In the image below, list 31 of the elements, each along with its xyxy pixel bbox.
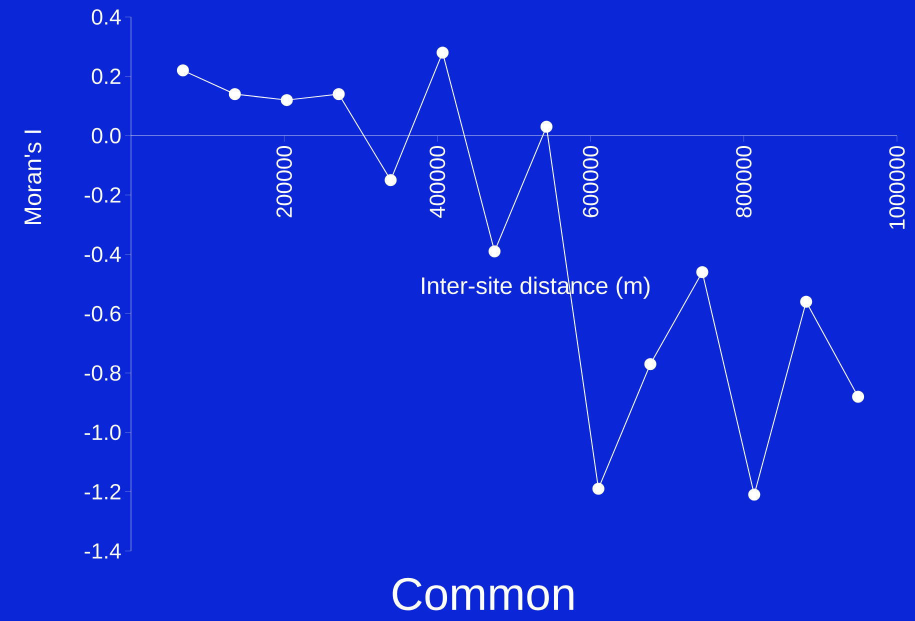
y-tick-label: -0.8 xyxy=(84,365,121,381)
point xyxy=(280,94,293,106)
x-tick-label: 1000000 xyxy=(889,146,905,229)
point xyxy=(592,482,604,495)
point xyxy=(176,64,189,76)
point xyxy=(488,245,501,258)
y-tick-label: 0.4 xyxy=(92,9,121,25)
y-tick-label: 0.2 xyxy=(92,68,120,84)
x-tick-label: 200000 xyxy=(276,146,292,218)
text: Common xyxy=(392,578,574,610)
y-tick-label: -0.4 xyxy=(84,246,121,262)
point xyxy=(540,120,552,133)
point xyxy=(644,358,656,370)
point xyxy=(800,296,812,308)
y-axis-title: Moran's I xyxy=(24,130,42,224)
y-tick-label: -1.0 xyxy=(84,424,121,440)
x-tick-label: 800000 xyxy=(736,146,752,218)
y-tick-label: -1.4 xyxy=(84,543,121,559)
point xyxy=(384,174,397,186)
y-tick-label: 0.0 xyxy=(92,128,121,144)
point xyxy=(696,266,708,278)
point xyxy=(228,88,241,100)
point xyxy=(436,46,449,59)
point xyxy=(852,390,864,403)
point xyxy=(748,488,760,501)
y-tick-label: -0.6 xyxy=(84,306,121,322)
point xyxy=(332,88,345,100)
y-tick-label: -1.2 xyxy=(84,484,120,500)
x-tick-label: 600000 xyxy=(582,146,598,218)
y-tick-label: -0.2 xyxy=(84,187,120,203)
x-tick-label: 400000 xyxy=(430,146,446,218)
